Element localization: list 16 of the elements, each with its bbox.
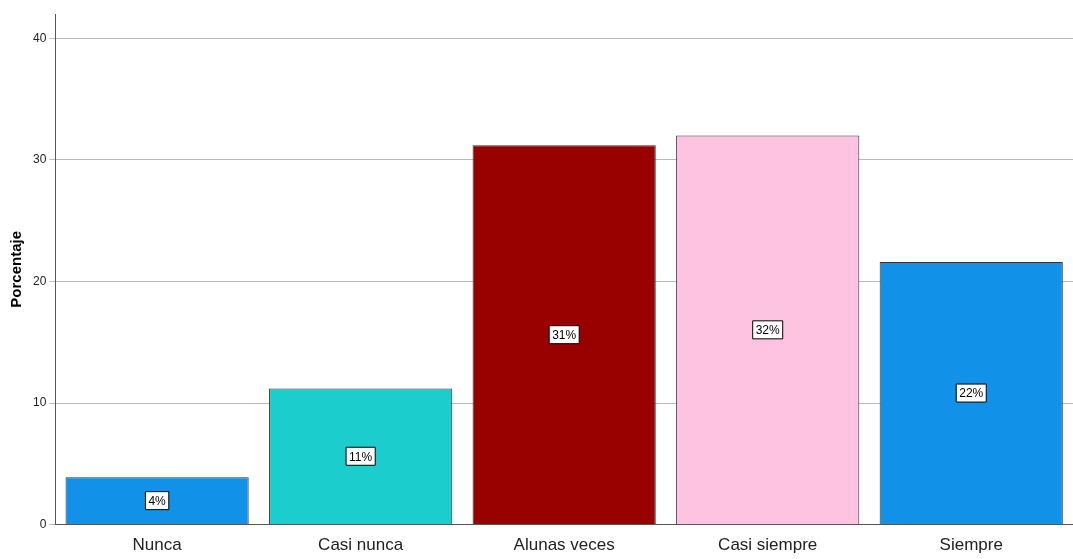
y-tick-label: 40 [32,30,47,45]
data-label: 22% [959,386,984,401]
y-axis-title: Porcentaje [7,230,25,308]
data-label: 4% [148,493,167,508]
data-label: 32% [755,323,781,338]
y-tick-label: 30 [32,152,47,167]
x-tick-label: Alunas veces [513,535,615,555]
x-tick-label: Casi siempre [718,535,818,555]
data-label: 31% [552,328,577,343]
x-tick-label: Siempre [939,535,1003,555]
y-tick-label: 10 [32,395,47,410]
x-tick-label: Casi nunca [318,535,404,555]
y-tick-label: 0 [39,516,47,531]
x-tick-label: Nunca [132,535,183,555]
data-label: 11% [349,449,373,464]
y-tick-label: 20 [32,273,47,288]
